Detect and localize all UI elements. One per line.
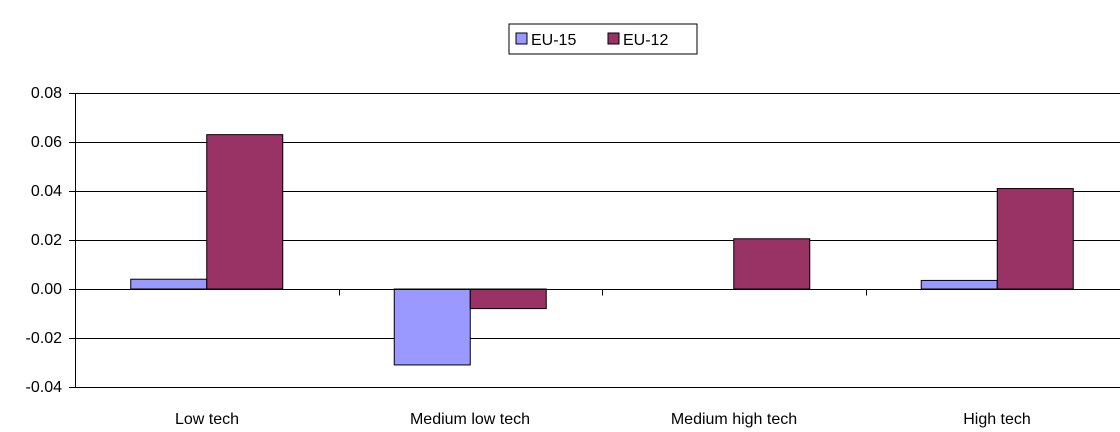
y-tick-labels: 0.08 0.06 0.04 0.02 0.00 -0.02 -0.04	[26, 85, 63, 396]
x-category-label: Low tech	[175, 411, 239, 428]
y-tick-label: -0.04	[26, 379, 63, 396]
y-tick-label: 0.00	[31, 281, 62, 298]
legend-swatch-eu-12	[607, 32, 620, 45]
legend-label-eu-15: EU-15	[531, 32, 576, 49]
bar-eu-15-medium-low-tech	[393, 288, 471, 366]
bar-eu-12-medium-high-tech	[733, 238, 811, 290]
legend-box	[508, 23, 698, 55]
x-category-label: High tech	[963, 411, 1031, 428]
y-tick-label: 0.06	[31, 134, 62, 151]
bar-eu-15-high-tech	[920, 279, 998, 290]
bar-eu-12-high-tech	[996, 188, 1074, 290]
legend: EU-15 EU-12	[508, 23, 698, 55]
legend-swatch-eu-15	[515, 32, 528, 45]
x-category-label: Medium high tech	[671, 411, 797, 428]
y-tick-label: -0.02	[26, 330, 63, 347]
bar-eu-12-low-tech	[206, 134, 284, 290]
y-tick-label: 0.02	[31, 232, 62, 249]
bar-eu-15-low-tech	[130, 278, 208, 290]
legend-label-eu-12: EU-12	[623, 32, 668, 49]
bar-eu-12-medium-low-tech	[469, 288, 547, 310]
bars	[130, 134, 1074, 366]
x-category-labels: Low tech Medium low tech Medium high tec…	[175, 411, 1031, 428]
x-category-label: Medium low tech	[410, 411, 530, 428]
y-tick-label: 0.08	[31, 85, 62, 102]
y-tick-label: 0.04	[31, 183, 62, 200]
axes	[75, 93, 1120, 388]
